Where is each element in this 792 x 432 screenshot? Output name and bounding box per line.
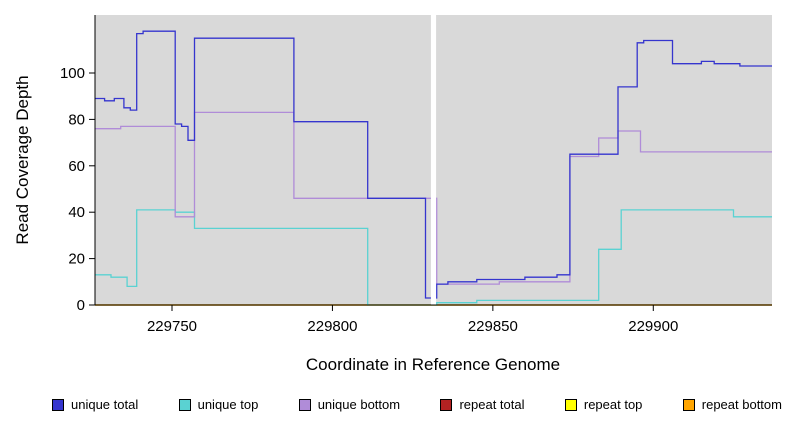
legend-item-unique-bottom: unique bottom	[298, 397, 401, 412]
x-axis-title: Coordinate in Reference Genome	[306, 355, 560, 374]
chart-legend: unique total unique top unique bottom repea…	[52, 397, 782, 412]
legend-item-repeat-top: repeat top	[564, 397, 643, 412]
legend-label: unique total	[71, 397, 139, 412]
legend-label: repeat bottom	[701, 397, 782, 412]
x-tick-label: 229850	[468, 318, 518, 335]
series-unique-top	[95, 209, 772, 306]
legend-item-repeat-total: repeat total	[440, 397, 525, 412]
y-tick-label: 40	[68, 204, 85, 221]
legend-item-unique-top: unique top	[178, 397, 259, 412]
y-axis-title: Read Coverage Depth	[13, 75, 32, 244]
y-tick-label: 20	[68, 251, 85, 268]
legend-swatch-unique-total	[52, 398, 64, 411]
legend-swatch-unique-bottom	[298, 398, 311, 411]
x-tick-label: 229900	[628, 318, 678, 335]
legend-item-unique-total: unique total	[52, 397, 138, 412]
y-tick-label: 0	[77, 297, 85, 314]
coverage-gap-band	[430, 15, 437, 305]
legend-swatch-repeat-total	[440, 398, 453, 411]
y-tick-label: 80	[68, 111, 85, 128]
legend-label: unique bottom	[317, 397, 401, 412]
legend-label: unique top	[197, 397, 259, 412]
legend-label: repeat total	[459, 397, 525, 412]
legend-item-repeat-bottom: repeat bottom	[682, 397, 782, 412]
x-tick-label: 229800	[307, 318, 357, 335]
legend-swatch-repeat-bottom	[682, 398, 695, 411]
legend-label: repeat top	[583, 397, 643, 412]
y-tick-label: 100	[60, 65, 85, 82]
legend-swatch-repeat-top	[564, 398, 577, 411]
x-tick-label: 229750	[147, 318, 197, 335]
legend-swatch-unique-top	[178, 398, 191, 411]
coverage-chart: 0 20 40 60 80 100 229750 229800 229850 229900 Coo…	[13, 15, 772, 374]
y-tick-label: 60	[68, 158, 85, 175]
